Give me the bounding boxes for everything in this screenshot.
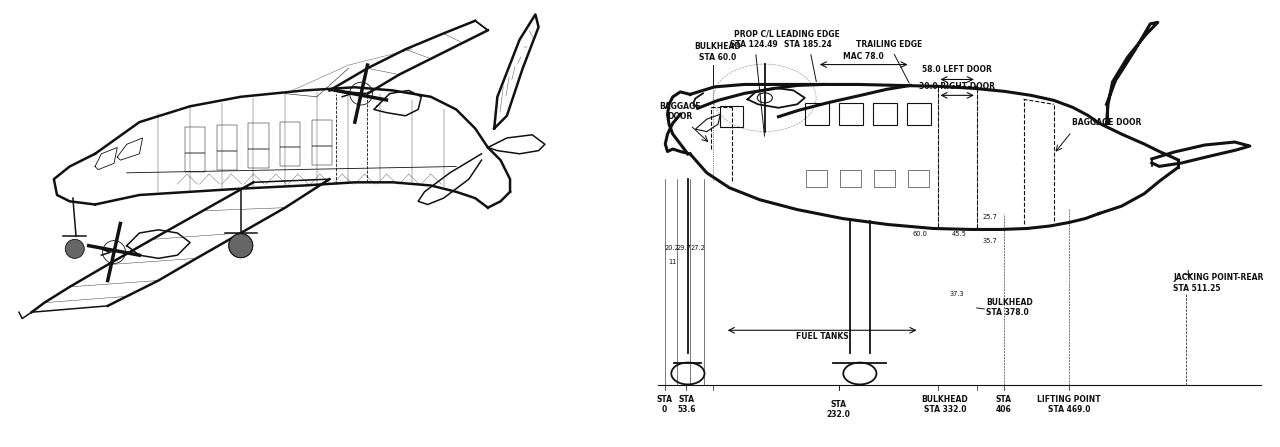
Text: PROP C/L
STA 124.49: PROP C/L STA 124.49 bbox=[731, 30, 778, 136]
Text: BULKHEAD
STA 60.0: BULKHEAD STA 60.0 bbox=[695, 42, 741, 62]
Bar bbox=[312, 120, 332, 146]
Text: STA
232.0: STA 232.0 bbox=[827, 400, 851, 419]
Text: TRAILING EDGE: TRAILING EDGE bbox=[856, 40, 923, 83]
Bar bbox=[873, 103, 897, 125]
Text: LIFTING POINT
STA 469.0: LIFTING POINT STA 469.0 bbox=[1037, 395, 1101, 414]
Text: 45.5: 45.5 bbox=[952, 231, 966, 237]
Bar bbox=[312, 146, 332, 164]
Bar bbox=[906, 103, 931, 125]
Text: BAGGAGE
DOOR: BAGGAGE DOOR bbox=[659, 102, 701, 121]
Bar bbox=[280, 122, 301, 148]
Bar bbox=[216, 125, 237, 151]
Text: STA
406: STA 406 bbox=[996, 395, 1012, 414]
Text: BULKHEAD
STA 332.0: BULKHEAD STA 332.0 bbox=[922, 395, 969, 414]
Text: BAGGAGE DOOR: BAGGAGE DOOR bbox=[1071, 118, 1142, 127]
Bar bbox=[908, 170, 929, 187]
Text: 29.7: 29.7 bbox=[677, 245, 691, 251]
Text: STA
53.6: STA 53.6 bbox=[677, 395, 695, 414]
Bar bbox=[805, 103, 829, 125]
Text: JACKING POINT-REAR
STA 511.25: JACKING POINT-REAR STA 511.25 bbox=[1172, 273, 1263, 292]
Bar bbox=[186, 127, 205, 152]
Bar bbox=[840, 170, 861, 187]
Bar bbox=[186, 152, 205, 172]
Text: MAC 78.0: MAC 78.0 bbox=[844, 51, 884, 61]
Bar bbox=[280, 148, 301, 166]
Circle shape bbox=[65, 239, 84, 258]
Text: 37.3: 37.3 bbox=[950, 291, 964, 296]
Circle shape bbox=[229, 234, 253, 258]
Bar bbox=[248, 149, 269, 168]
Text: 30.0 RIGHT DOOR: 30.0 RIGHT DOOR bbox=[919, 82, 995, 91]
Text: 25.7: 25.7 bbox=[982, 214, 997, 219]
Text: FUEL TANKS: FUEL TANKS bbox=[796, 332, 849, 341]
Bar bbox=[721, 106, 742, 127]
Bar bbox=[838, 103, 863, 125]
Text: LEADING EDGE
STA 185.24: LEADING EDGE STA 185.24 bbox=[776, 30, 840, 82]
Text: BULKHEAD
STA 378.0: BULKHEAD STA 378.0 bbox=[986, 298, 1033, 317]
Bar bbox=[216, 151, 237, 170]
Text: 35.7: 35.7 bbox=[982, 238, 997, 245]
Text: 27.2: 27.2 bbox=[690, 245, 705, 251]
Bar bbox=[806, 170, 827, 187]
Text: 58.0 LEFT DOOR: 58.0 LEFT DOOR bbox=[922, 65, 992, 74]
Text: STA
0: STA 0 bbox=[657, 395, 672, 414]
Bar bbox=[874, 170, 895, 187]
Text: 60.0: 60.0 bbox=[913, 231, 927, 237]
Text: 11: 11 bbox=[668, 259, 676, 265]
Text: +: + bbox=[1183, 268, 1193, 281]
Text: 20.2: 20.2 bbox=[664, 245, 680, 251]
Bar bbox=[248, 123, 269, 149]
